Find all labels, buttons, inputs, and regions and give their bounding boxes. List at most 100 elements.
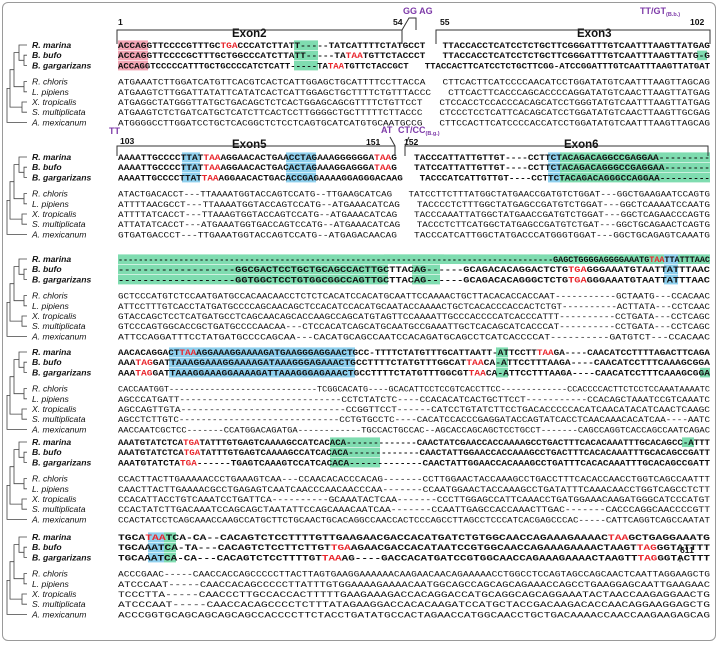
sequence-row: CAACTTACTTGAAAACGCCTGAGAGTCAATCAACCCAACA… (118, 486, 710, 495)
highlight-5-2 (148, 552, 164, 563)
species-label: S. multiplicata (32, 107, 86, 117)
sequence-row: GTGATGACCCT---TTGAAATGGTACCAGTCCATG--ATG… (118, 231, 710, 240)
highlight-0-1 (118, 50, 148, 61)
sequence-row: CCACTTACTTGAAAAACCCTGAAAGTCAA---CCAACACA… (118, 476, 710, 485)
highlight-1-7 (548, 162, 562, 173)
highlight-3-2 (169, 367, 355, 378)
sequence-row: ATGAGGCTATGGGTTATGCTGACAGCTCTCACTGGAGCAG… (118, 99, 710, 108)
sequence-row: ATGAAGTCTCTGATCATGCTCATCTTCACTCCTTGGGGCT… (118, 109, 710, 118)
highlight-5-4 (164, 542, 176, 553)
highlight-4-0 (330, 437, 380, 447)
sequence-row: ATGAAGTCTTGGATTATATTCATATCACTCATTGGAGCTG… (118, 89, 710, 98)
highlight-2-9 (664, 274, 678, 285)
highlight-1-6 (548, 152, 562, 162)
highlight-2-7 (664, 254, 678, 264)
sequence-row: ACCCGGTGCAGCAGCAGCAGCCACCCCTTCTACCTGATAT… (118, 611, 710, 620)
sequence-row: ATCCCAAT-----CAACCACAGCCCCTCTTTATAGAAGGA… (118, 601, 710, 610)
species-label: B. bufo (32, 264, 62, 274)
highlight-1-9 (560, 152, 710, 162)
sequence-row: GTCCCAGTGGCACCGCTGATGCCCCAACAA---CTCCACA… (118, 323, 710, 332)
pos-1: 1 (118, 17, 123, 27)
highlight-3-4 (496, 357, 508, 368)
highlight-1-5 (286, 172, 316, 183)
sequence-row: AAAATTGCCCCTTAT TAA AGGAACAC TGA ACC TAG AAAGG… (118, 154, 710, 163)
species-label: S. multiplicata (32, 321, 86, 331)
sequence-row: CACCAATGGT-----------------------------T… (118, 386, 710, 395)
sequence-row: AACCAATCGCTCC-------CCATGGACAGATGA------… (118, 426, 710, 435)
species-label: A. mexicanum (31, 331, 86, 341)
phylogeny-tree-0 (6, 44, 27, 123)
species-label: S. multiplicata (32, 599, 86, 609)
pos-102: 102 (690, 17, 705, 27)
highlight-3-1 (169, 357, 355, 368)
splice-tt-gt-species: (B.b.) (666, 12, 680, 18)
species-label: X. tropicalis (31, 589, 77, 599)
sequence-row: -------------------GGTGGCTCCTGTGGCGGCCAG… (118, 276, 710, 285)
sequence-row: ATTTTATCACCT---TTAAAGTGGTACCAGTCCATG--AT… (118, 211, 710, 220)
sequence-row: ATTCCAGGATTTCCTATGATGCCCCAGCAA---CACATGC… (118, 333, 710, 342)
highlight-0-5 (294, 60, 318, 71)
species-label: R. chloris (32, 384, 69, 394)
species-label: L. pipiens (32, 394, 69, 404)
sequence-row: ATACTGACACCT---TTAAAATGGTACCAGTCCATG--TT… (118, 191, 710, 200)
highlight-3-6 (700, 367, 710, 378)
species-label: L. pipiens (32, 199, 69, 209)
species-label: S. multiplicata (32, 504, 86, 514)
splice-tt-gt-text: TT/GT (640, 6, 666, 16)
exon6-label: Exon6 (564, 139, 599, 151)
sequence-row: ----------------------------------------… (118, 256, 710, 265)
sequence-row: AAATGTATCTA TGA ------ TGA GTCAAAGTCCATCACAC… (118, 459, 710, 468)
highlight-1-4 (286, 162, 316, 173)
splice-tt-gt: TT/GT(B.b.) (640, 6, 680, 18)
species-label: X. tropicalis (31, 209, 77, 219)
species-label: R. marina (32, 347, 71, 357)
species-label: S. multiplicata (32, 219, 86, 229)
highlight-5-3 (164, 532, 176, 542)
species-label: B. bufo (32, 162, 62, 172)
highlight-0-2 (118, 60, 148, 71)
highlight-5-0 (148, 532, 164, 542)
pos-151: 151 (366, 137, 381, 147)
highlight-5-5 (164, 552, 176, 563)
species-label: A. mexicanum (31, 229, 86, 239)
species-label: B. gargarizans (32, 552, 91, 562)
sequence-row: ATGGGGCCTTGGATCCTGCTCACGGCTCTCCTCAGTGCAT… (118, 119, 710, 128)
exon3-label: Exon3 (577, 28, 612, 40)
pos-152: 152 (404, 137, 419, 147)
sequence-row: CCACATTACCTGTCAAATCCTGATTCA----------GCA… (118, 496, 710, 505)
sequence-layer: R. marina ACCAGGTTCCCCGTTTGC TGA CCCATCTTAT… (31, 40, 710, 620)
species-label: R. marina (32, 532, 71, 542)
exon-brackets (116, 17, 711, 562)
pos-55: 55 (440, 17, 450, 27)
highlight-layer (118, 40, 710, 563)
sequence-row: AAAATTGCCCCTTAT TAA AGGAACAC TGA CAC TAG AAAGG… (118, 164, 710, 173)
highlight-4-3 (682, 437, 694, 447)
highlight-3-0 (169, 347, 355, 357)
splice-at: AT (381, 125, 393, 135)
sequence-row: TGCAAATCA-CA---CACAGTCTCCTTTTGT TAA AG----… (118, 554, 710, 563)
splice-tt: TT (109, 126, 120, 136)
species-label: R. chloris (32, 291, 69, 301)
sequence-row: ACCAGGTCCCCCATTTGCTGCCCCATCTCATT-----TA T… (118, 62, 710, 71)
highlight-2-5 (412, 274, 440, 285)
exon-headers: 1 Exon2 54 GG AG 55 Exon3 TT/GT(B.b.) 10… (109, 6, 705, 555)
highlight-1-11 (560, 172, 710, 183)
phylogeny-tree-4 (6, 441, 27, 520)
sequence-row: GCTCCCATGTCTCCAATGATGCCACAACAACCTCTCTCAC… (118, 293, 710, 302)
highlight-1-1 (182, 162, 200, 173)
highlight-3-5 (496, 367, 508, 378)
sequence-row: TCCCTTA-----CAACCCTTGCCACCACTTTTTGAAGAAA… (118, 591, 710, 600)
highlight-2-2 (118, 274, 388, 285)
highlight-2-6 (530, 254, 540, 264)
sequence-row: GTACCAGCTCCTCATGATGCCTCAGCAACAGCACCAAGCC… (118, 313, 710, 322)
highlight-2-3 (384, 254, 444, 264)
highlight-1-10 (560, 162, 710, 173)
highlight-5-1 (148, 542, 164, 553)
species-label: B. gargarizans (32, 274, 91, 284)
highlight-1-8 (548, 172, 562, 183)
species-label: X. tropicalis (31, 311, 77, 321)
phylogeny-tree-5 (6, 536, 27, 615)
